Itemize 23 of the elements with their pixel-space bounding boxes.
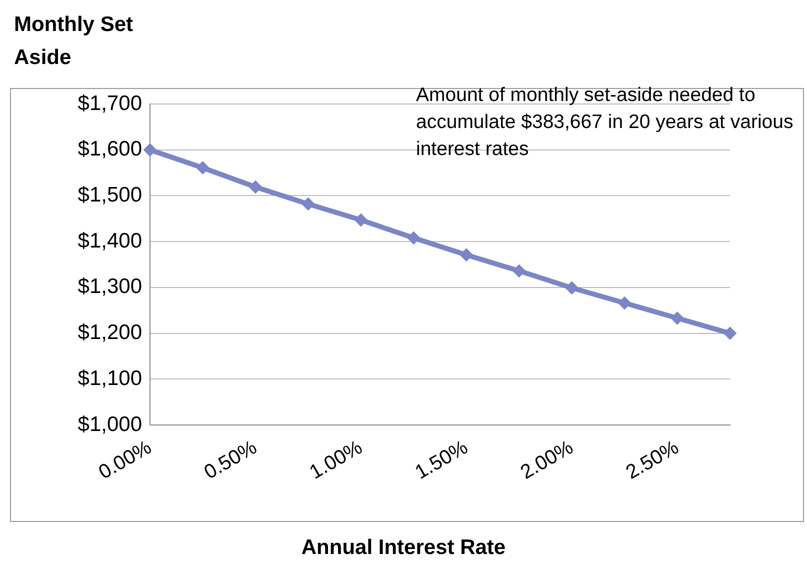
y-tick-label: $1,600 (78, 138, 142, 161)
point (144, 143, 156, 156)
point (407, 231, 420, 244)
y-tick-label: $1,500 (78, 184, 142, 207)
point (248, 180, 262, 194)
y-tick-label: $1,100 (78, 366, 142, 390)
point (460, 248, 473, 262)
point (512, 264, 526, 278)
y-tick-label: $1,200 (78, 321, 142, 344)
point (618, 296, 632, 310)
x-axis-title: Annual Interest Rate (300, 536, 507, 560)
point (724, 326, 736, 340)
y-tick-label: $1,300 (78, 275, 142, 298)
y-tick-label: $1,700 (78, 92, 142, 115)
point (354, 214, 368, 227)
point (565, 281, 578, 294)
point (302, 197, 315, 210)
y-axis-title: Monthly Set Aside (14, 12, 134, 71)
point (670, 312, 684, 325)
y-tick-label: $1,000 (78, 412, 142, 436)
y-tick-label: $1,400 (78, 229, 142, 252)
point (196, 161, 210, 174)
annotation: Amount of monthly set-aside needed to accumulate $383,667 in 20 years at various interest rates (416, 83, 794, 162)
